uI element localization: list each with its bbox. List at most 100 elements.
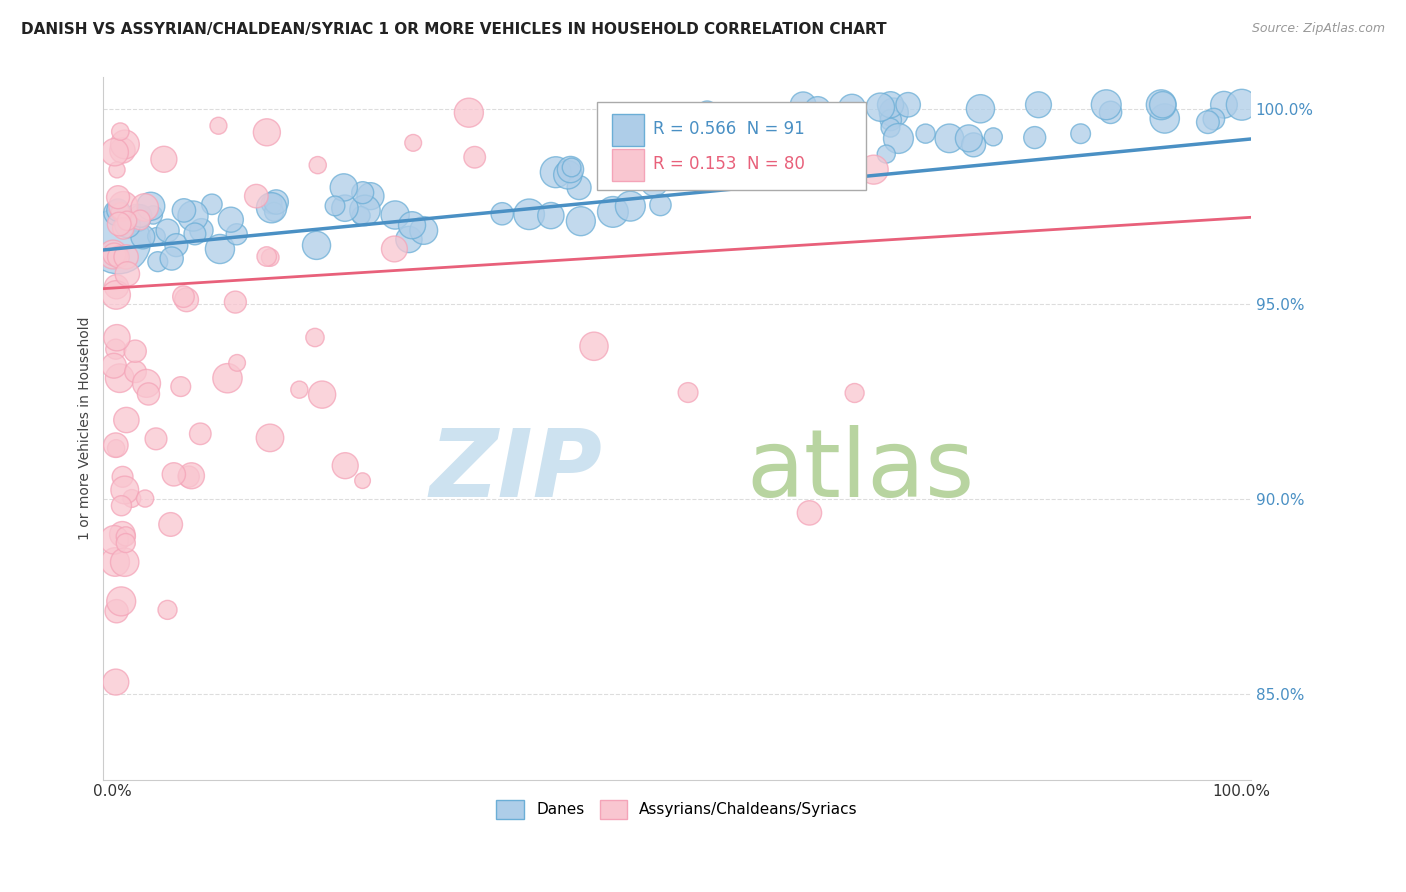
Point: [114, 536, 136, 550]
Point: [352, 474, 374, 488]
Point: [111, 470, 134, 484]
Point: [103, 533, 125, 547]
Point: [1213, 97, 1236, 112]
Point: [384, 242, 406, 256]
Point: [792, 97, 814, 112]
Point: [883, 105, 905, 120]
Point: [880, 113, 903, 128]
Point: [134, 491, 156, 506]
Point: [401, 218, 423, 232]
Point: [557, 168, 579, 182]
Point: [127, 211, 149, 225]
Point: [142, 208, 165, 222]
Point: [107, 203, 129, 218]
Point: [602, 205, 624, 219]
Point: [744, 150, 766, 164]
Point: [107, 234, 129, 248]
Point: [887, 131, 910, 145]
Point: [145, 432, 167, 446]
Point: [801, 126, 824, 140]
Point: [173, 203, 195, 218]
Point: [103, 247, 125, 261]
Point: [335, 458, 357, 473]
Point: [114, 555, 136, 569]
Point: [180, 468, 202, 483]
Point: [134, 200, 156, 214]
Point: [914, 127, 936, 141]
Point: [1197, 115, 1219, 129]
Point: [256, 250, 278, 264]
FancyBboxPatch shape: [596, 102, 866, 190]
Point: [307, 158, 329, 172]
Point: [226, 356, 249, 370]
Point: [676, 385, 699, 400]
Point: [1202, 112, 1225, 126]
Point: [139, 199, 162, 213]
Point: [875, 147, 897, 161]
Point: [129, 209, 152, 223]
Point: [184, 227, 207, 241]
Point: [862, 162, 884, 177]
Point: [544, 165, 567, 179]
Point: [115, 214, 138, 228]
Point: [799, 506, 821, 520]
Point: [897, 97, 920, 112]
Point: [1150, 97, 1173, 112]
Point: [190, 223, 212, 237]
Point: [110, 594, 132, 608]
Point: [841, 123, 863, 137]
Point: [201, 197, 224, 211]
Point: [138, 387, 160, 401]
Point: [869, 100, 891, 114]
Point: [105, 280, 128, 294]
Point: [114, 483, 136, 497]
Point: [412, 223, 434, 237]
Point: [110, 125, 132, 139]
Point: [1024, 130, 1046, 145]
Point: [1099, 105, 1122, 120]
Point: [311, 387, 333, 401]
Point: [114, 529, 136, 543]
Point: [749, 142, 772, 156]
Point: [263, 204, 285, 219]
Point: [360, 189, 382, 203]
Point: [224, 295, 246, 310]
Point: [402, 136, 425, 150]
Text: Source: ZipAtlas.com: Source: ZipAtlas.com: [1251, 22, 1385, 36]
Point: [815, 109, 838, 123]
Point: [304, 330, 326, 344]
Point: [111, 144, 134, 158]
Point: [256, 125, 278, 139]
Point: [879, 97, 901, 112]
Point: [160, 252, 183, 266]
Point: [108, 371, 131, 385]
Point: [177, 469, 200, 483]
Point: [560, 162, 582, 177]
Point: [844, 386, 866, 401]
Point: [981, 129, 1004, 144]
Point: [398, 232, 420, 246]
Point: [696, 104, 718, 119]
Text: atlas: atlas: [747, 425, 974, 516]
Point: [105, 206, 128, 220]
Point: [1230, 97, 1253, 112]
Point: [114, 137, 136, 152]
Point: [259, 431, 281, 445]
Point: [841, 101, 863, 115]
Point: [115, 250, 138, 264]
Point: [333, 201, 356, 215]
Point: [104, 555, 127, 569]
Point: [842, 150, 865, 164]
Point: [135, 376, 157, 391]
Point: [723, 110, 745, 124]
Point: [105, 604, 128, 618]
Point: [1070, 127, 1092, 141]
Point: [626, 162, 648, 177]
Point: [172, 290, 194, 304]
Point: [117, 267, 139, 281]
Point: [288, 383, 311, 397]
Point: [464, 150, 486, 164]
Point: [145, 229, 167, 244]
Point: [153, 153, 176, 167]
Point: [176, 293, 198, 307]
